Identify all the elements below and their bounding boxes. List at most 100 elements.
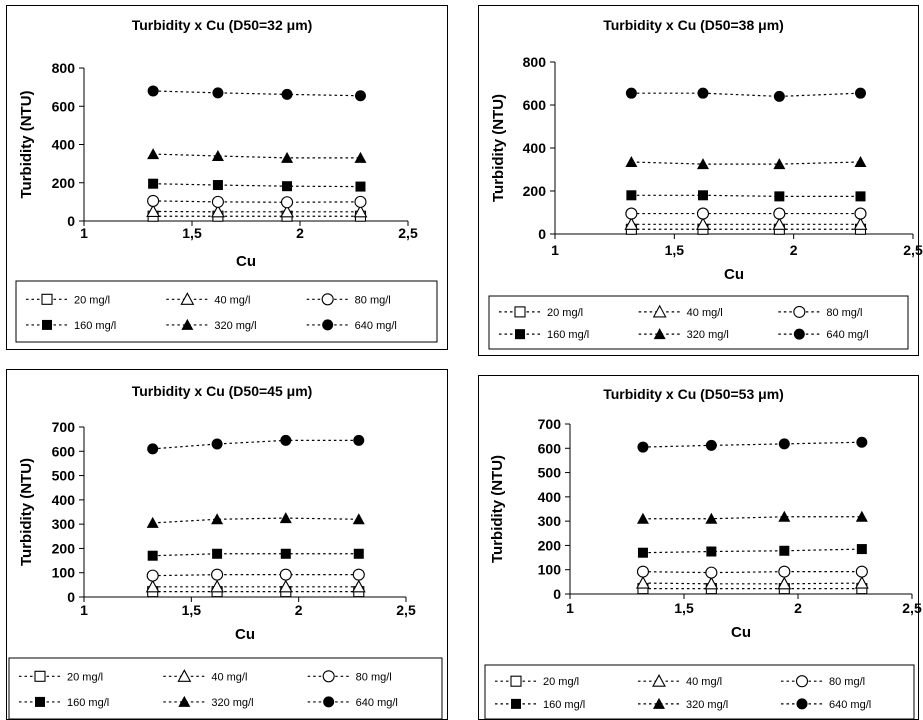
legend-label: 640 mg/l: [826, 329, 868, 341]
legend-marker: [797, 676, 808, 687]
chart-svg-d50-38: Turbidity x Cu (D50=38 μm)02004006008001…: [479, 6, 918, 355]
data-point: [282, 197, 293, 208]
y-tick-label: 0: [538, 226, 546, 242]
x-tick-label: 1,5: [665, 242, 685, 258]
legend-marker: [42, 294, 52, 304]
x-tick-label: 1: [551, 242, 559, 258]
y-tick-label: 600: [52, 443, 76, 459]
series-line: [631, 195, 860, 196]
x-tick-label: 2,5: [396, 602, 416, 618]
series-line: [631, 162, 860, 164]
data-point: [213, 180, 223, 190]
legend-label: 80 mg/l: [826, 307, 862, 319]
data-point: [626, 88, 637, 99]
x-axis-label: Cu: [236, 253, 256, 270]
data-point: [280, 512, 292, 523]
legend-label: 160 mg/l: [543, 699, 585, 711]
data-point: [706, 547, 716, 557]
chart-title: Turbidity x Cu (D50=53 μm): [603, 386, 784, 402]
series-line: [643, 549, 862, 553]
x-axis-label: Cu: [235, 626, 255, 643]
data-point: [355, 90, 366, 101]
series-line: [153, 554, 359, 556]
y-tick-label: 500: [538, 465, 562, 481]
data-point: [148, 551, 158, 561]
data-point: [147, 148, 159, 159]
x-tick-label: 1: [80, 602, 88, 618]
data-point: [638, 548, 648, 558]
legend-label: 160 mg/l: [547, 329, 589, 341]
legend-label: 40 mg/l: [214, 294, 250, 306]
data-point: [855, 208, 866, 219]
data-point: [857, 544, 867, 554]
data-point: [854, 156, 866, 167]
legend-label: 40 mg/l: [687, 307, 723, 319]
series-line: [153, 184, 360, 187]
legend-label: 20 mg/l: [543, 676, 579, 688]
y-tick-label: 200: [52, 175, 76, 191]
series-line: [643, 517, 862, 519]
legend-label: 80 mg/l: [355, 294, 391, 306]
legend-label: 40 mg/l: [211, 671, 247, 683]
legend-label: 80 mg/l: [829, 676, 865, 688]
data-point: [855, 88, 866, 99]
data-point: [212, 439, 223, 450]
x-tick-label: 1,5: [182, 602, 202, 618]
data-point: [148, 85, 159, 96]
legend-label: 640 mg/l: [356, 697, 398, 709]
legend-label: 20 mg/l: [67, 671, 103, 683]
chart-svg-d50-45: Turbidity x Cu (D50=45 μm)01002003004005…: [7, 370, 447, 719]
data-point: [355, 182, 365, 192]
data-point: [774, 208, 785, 219]
legend-label: 640 mg/l: [829, 699, 871, 711]
legend-label: 320 mg/l: [687, 329, 729, 341]
y-tick-label: 200: [523, 183, 547, 199]
x-tick-label: 2: [794, 600, 802, 616]
y-axis-label: Turbidity (NTU): [18, 90, 35, 198]
legend-label: 40 mg/l: [686, 676, 722, 688]
x-tick-label: 2,5: [398, 225, 418, 241]
data-point: [778, 511, 790, 522]
legend-label: 20 mg/l: [547, 307, 583, 319]
legend-marker: [515, 329, 525, 339]
chart-svg-d50-32: Turbidity x Cu (D50=32 μm)02004006008001…: [7, 6, 447, 349]
legend-box: [9, 658, 442, 719]
data-point: [706, 440, 717, 451]
y-tick-label: 200: [538, 537, 562, 553]
series-line: [643, 442, 862, 447]
data-point: [706, 567, 717, 578]
data-point: [282, 181, 292, 191]
legend-marker: [797, 698, 808, 709]
y-tick-label: 500: [52, 468, 76, 484]
y-tick-label: 400: [52, 137, 76, 153]
y-tick-label: 400: [538, 489, 562, 505]
x-axis-label: Cu: [724, 266, 744, 283]
legend-label: 160 mg/l: [74, 320, 116, 332]
legend-marker: [322, 294, 333, 305]
legend-marker: [42, 320, 52, 330]
x-tick-label: 1: [566, 600, 574, 616]
legend-marker: [511, 676, 521, 686]
series-line: [153, 201, 360, 202]
chart-svg-d50-53: Turbidity x Cu (D50=53 μm)01002003004005…: [479, 376, 918, 719]
data-point: [355, 196, 366, 207]
legend-label: 640 mg/l: [355, 320, 397, 332]
data-point: [282, 89, 293, 100]
x-tick-label: 1: [80, 225, 88, 241]
x-tick-label: 2: [295, 602, 303, 618]
series-line: [153, 575, 359, 576]
data-point: [779, 546, 789, 556]
data-point: [637, 442, 648, 453]
y-tick-label: 600: [538, 440, 562, 456]
chart-title: Turbidity x Cu (D50=45 μm): [132, 383, 313, 399]
data-point: [147, 570, 158, 581]
data-point: [280, 569, 291, 580]
series-line: [153, 154, 360, 158]
legend-box: [485, 665, 914, 719]
data-point: [637, 566, 648, 577]
legend-marker: [511, 699, 521, 709]
series-line: [631, 93, 860, 96]
legend-label: 160 mg/l: [67, 697, 109, 709]
